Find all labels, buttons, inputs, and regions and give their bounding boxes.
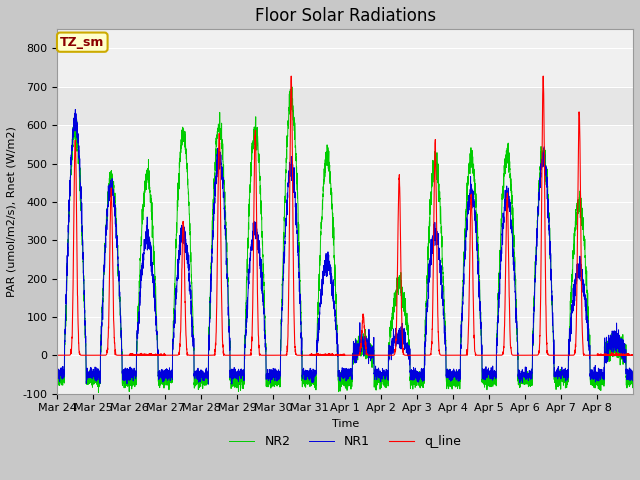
- NR2: [173, 230, 180, 236]
- q_line: [173, 352, 180, 358]
- q_line: [125, 352, 133, 358]
- NR1: [629, 373, 637, 379]
- NR1: [205, 381, 212, 387]
- Line: NR1: NR1: [57, 109, 633, 384]
- q_line: [53, 352, 61, 358]
- NR1: [53, 374, 61, 380]
- NR2: [367, 342, 374, 348]
- q_line: [629, 352, 637, 358]
- NR2: [95, 389, 102, 395]
- NR2: [532, 258, 540, 264]
- NR2: [629, 377, 637, 383]
- q_line: [532, 352, 540, 358]
- q_line: [540, 73, 547, 79]
- NR1: [367, 346, 374, 351]
- Y-axis label: PAR (umol/m2/s), Rnet (W/m2): PAR (umol/m2/s), Rnet (W/m2): [7, 126, 17, 297]
- Title: Floor Solar Radiations: Floor Solar Radiations: [255, 7, 436, 25]
- X-axis label: Time: Time: [332, 419, 359, 429]
- q_line: [367, 352, 374, 358]
- NR2: [547, 252, 554, 258]
- q_line: [504, 190, 511, 196]
- q_line: [397, 307, 405, 313]
- Line: q_line: q_line: [57, 76, 633, 355]
- Legend: NR2, NR1, q_line: NR2, NR1, q_line: [225, 430, 466, 453]
- NR1: [532, 259, 540, 264]
- NR2: [398, 284, 406, 289]
- Text: TZ_sm: TZ_sm: [60, 36, 104, 48]
- NR1: [173, 289, 180, 295]
- NR1: [547, 259, 554, 264]
- q_line: [547, 352, 554, 358]
- Line: NR2: NR2: [57, 87, 633, 392]
- NR2: [504, 153, 511, 158]
- NR1: [398, 333, 406, 339]
- NR1: [72, 107, 79, 112]
- Bar: [57, 87, 633, 125]
- NR2: [288, 84, 296, 90]
- NR2: [53, 374, 61, 380]
- NR1: [504, 192, 511, 198]
